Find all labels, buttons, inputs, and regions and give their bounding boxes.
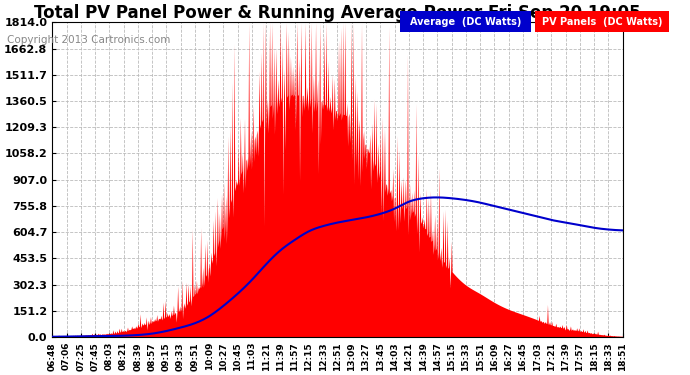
Title: Total PV Panel Power & Running Average Power Fri Sep 20 19:05: Total PV Panel Power & Running Average P… bbox=[34, 4, 641, 22]
Text: Copyright 2013 Cartronics.com: Copyright 2013 Cartronics.com bbox=[7, 35, 170, 45]
Text: PV Panels  (DC Watts): PV Panels (DC Watts) bbox=[542, 16, 662, 27]
Text: Average  (DC Watts): Average (DC Watts) bbox=[410, 16, 522, 27]
